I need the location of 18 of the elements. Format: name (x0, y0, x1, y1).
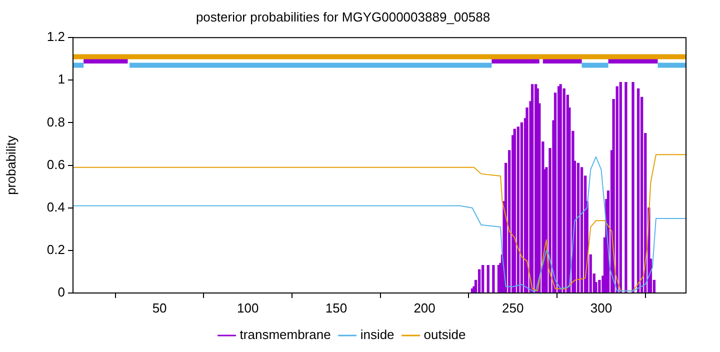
x-tick-label: 200 (414, 300, 436, 316)
y-tick-label: 0.4 (46, 199, 65, 214)
y-tick-label: 1.2 (46, 29, 65, 44)
x-tick-label: 100 (237, 300, 259, 316)
legend-label: transmembrane (240, 327, 331, 342)
legend-label: inside (360, 327, 394, 342)
legend-label: outside (424, 327, 466, 342)
x-tick-label: 250 (502, 300, 524, 316)
y-tick-label: 0.8 (46, 114, 65, 130)
y-tick-label: 0.6 (46, 156, 65, 172)
chart-title: posterior probabilities for MGYG000003889_00588 (196, 9, 490, 24)
x-tick-label: 300 (590, 300, 612, 316)
x-tick-label: 150 (325, 300, 348, 316)
y-tick-label: 0.2 (46, 242, 65, 258)
y-tick-label: 1 (58, 72, 65, 87)
y-axis-title: probability (3, 135, 18, 195)
x-tick-label: 50 (152, 300, 167, 316)
y-tick-label: 0 (58, 284, 65, 300)
